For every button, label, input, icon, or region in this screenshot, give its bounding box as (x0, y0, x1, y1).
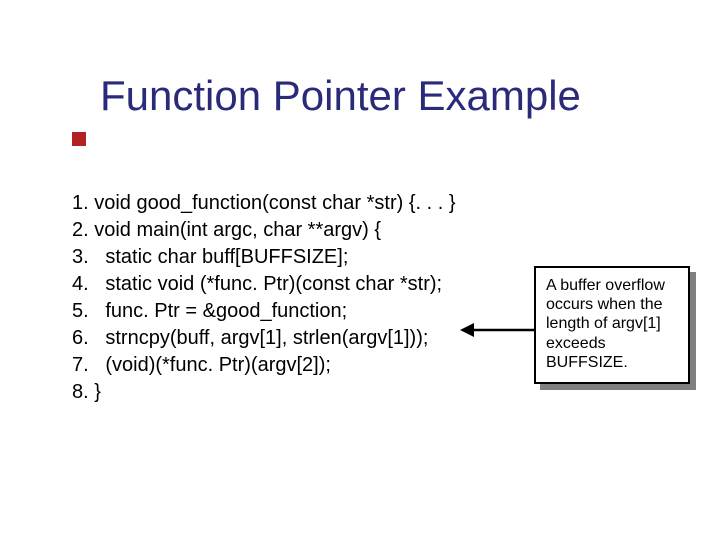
title-area: Function Pointer Example (100, 72, 581, 120)
code-line: 4. static void (*func. Ptr)(const char *… (72, 271, 456, 298)
code-line: 6. strncpy(buff, argv[1], strlen(argv[1]… (72, 325, 456, 352)
code-block: 1. void good_function(const char *str) {… (72, 190, 456, 406)
code-line: 2. void main(int argc, char **argv) { (72, 217, 456, 244)
code-line: 7. (void)(*func. Ptr)(argv[2]); (72, 352, 456, 379)
code-line: 3. static char buff[BUFFSIZE]; (72, 244, 456, 271)
title-accent-square (72, 132, 86, 146)
code-line: 8. } (72, 379, 456, 406)
slide-title: Function Pointer Example (100, 72, 581, 120)
callout-box: A buffer overflow occurs when the length… (534, 266, 690, 384)
callout-arrow (460, 310, 540, 350)
code-line: 1. void good_function(const char *str) {… (72, 190, 456, 217)
callout-text: A buffer overflow occurs when the length… (546, 277, 665, 371)
code-line: 5. func. Ptr = &good_function; (72, 298, 456, 325)
